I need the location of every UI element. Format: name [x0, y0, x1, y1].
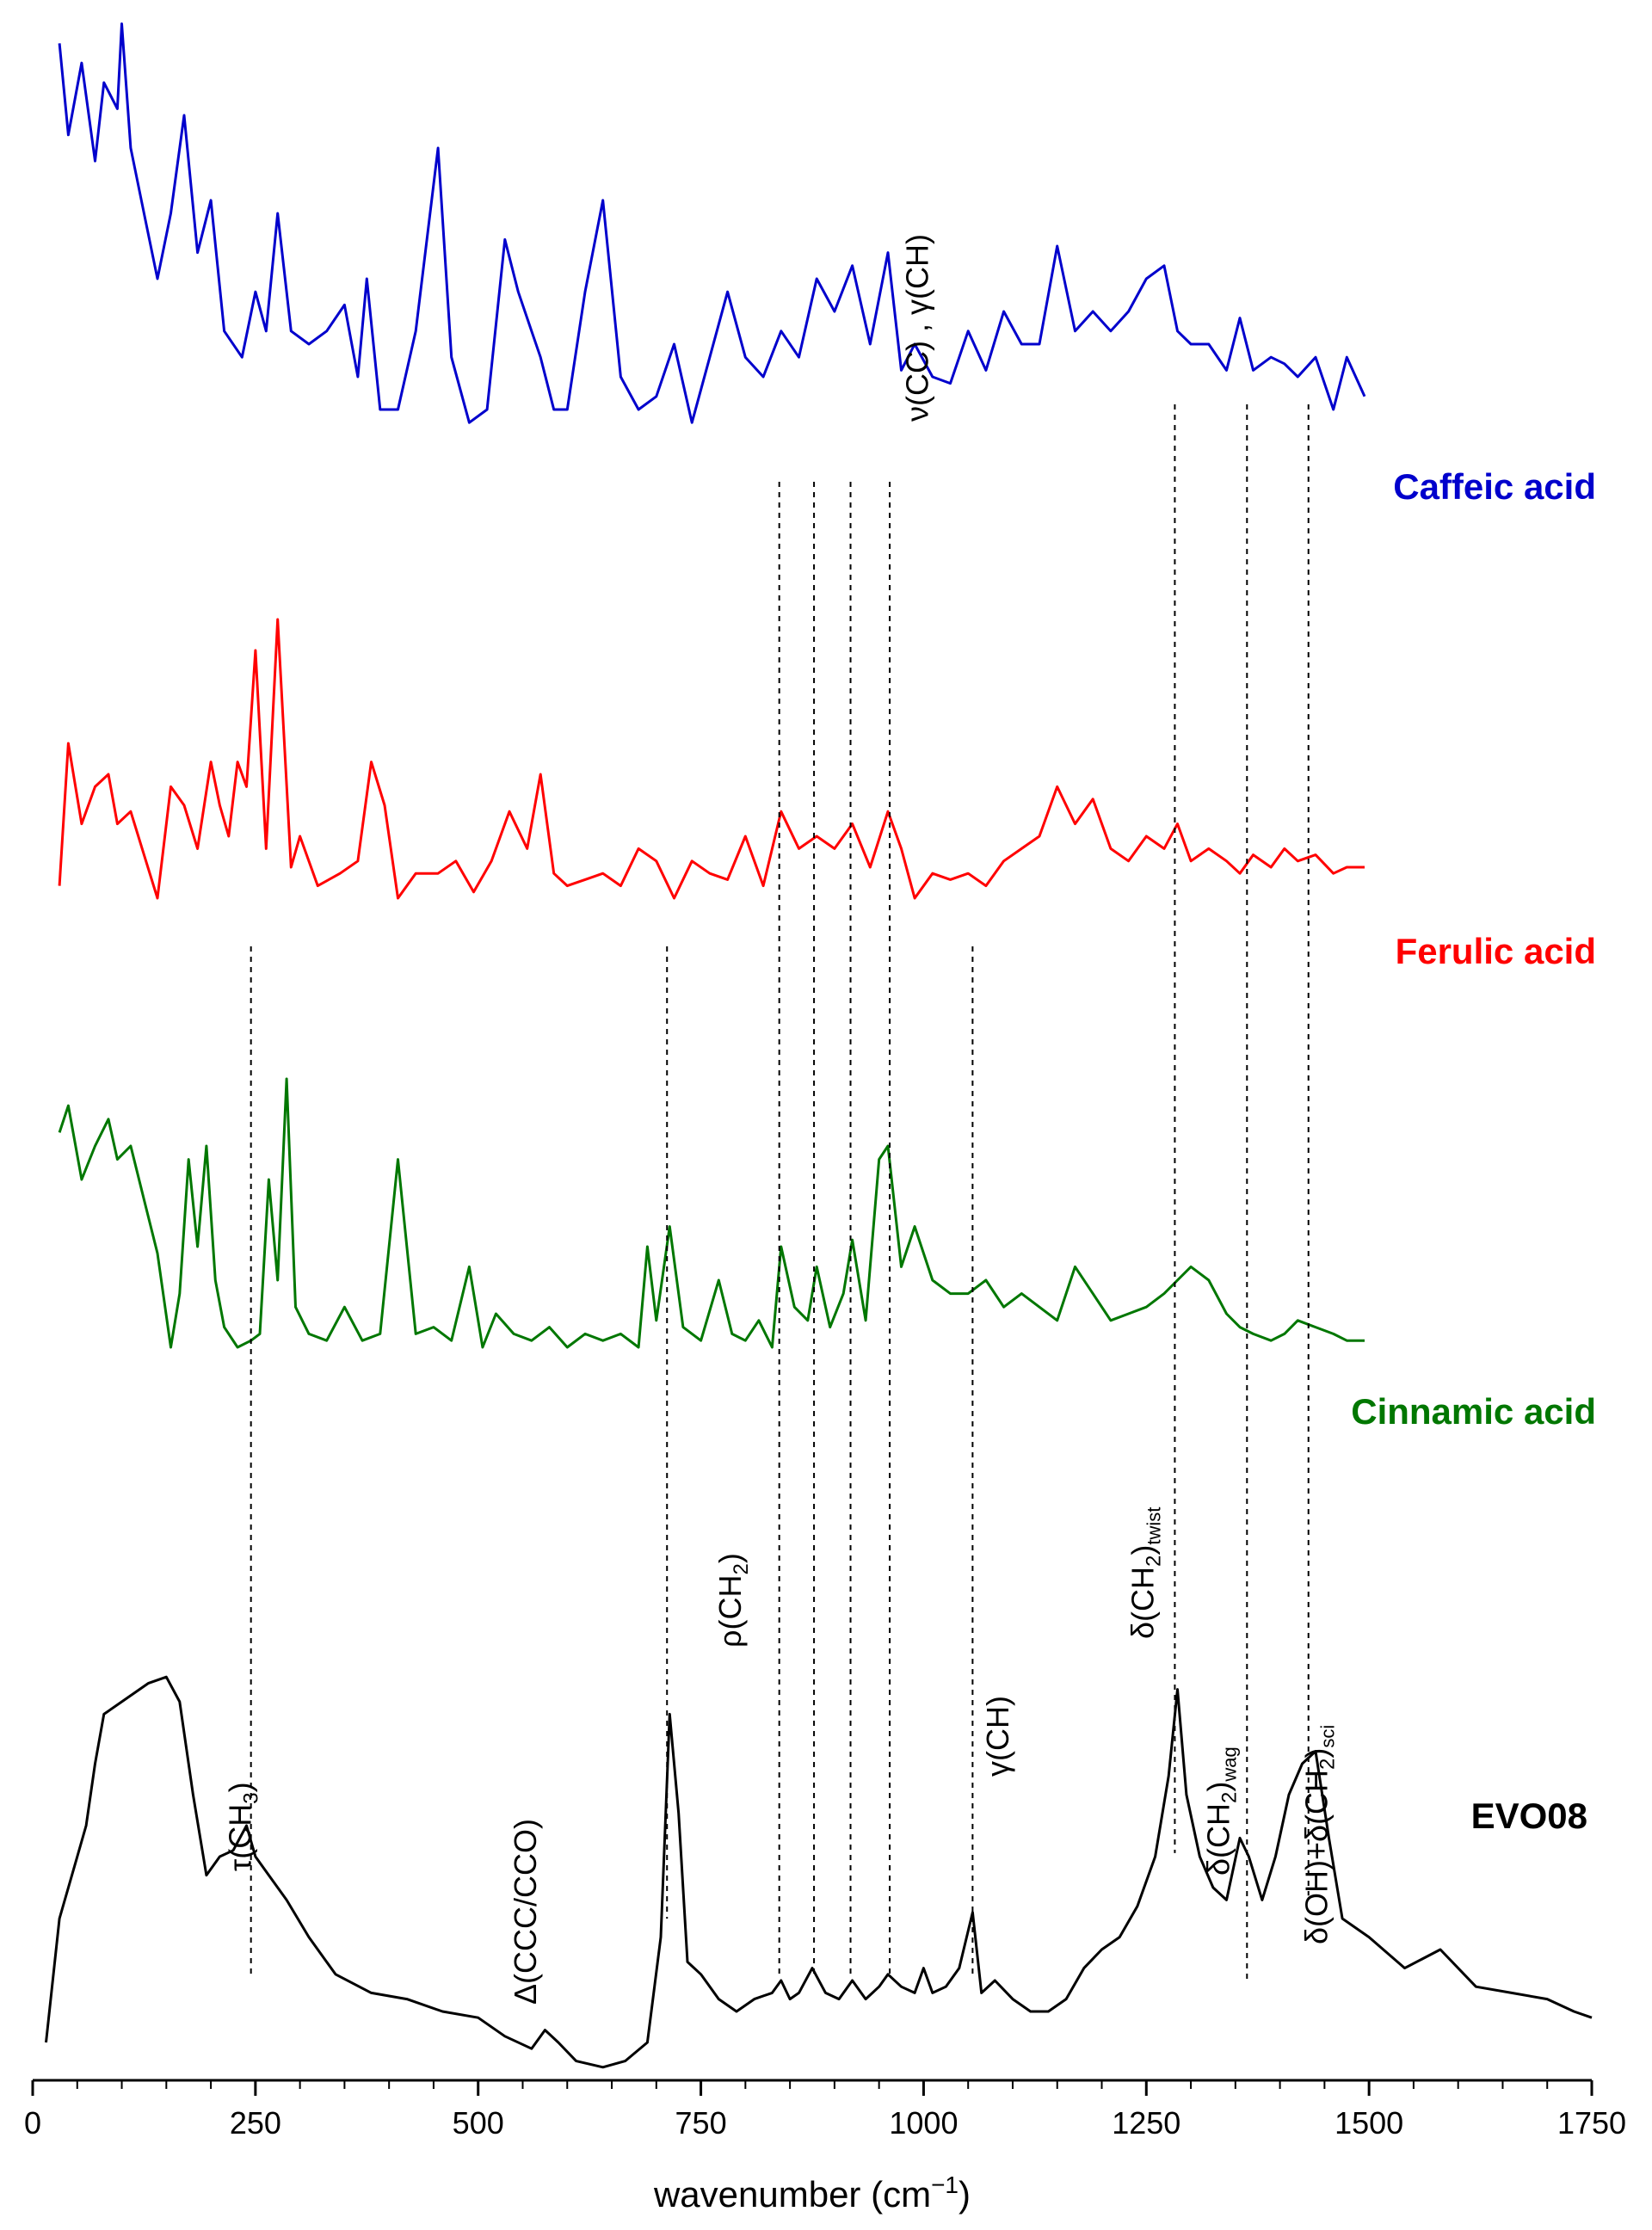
x-axis: 0 250 500 750 1000 1250 1500 1750	[24, 2079, 1626, 2141]
series-label-ferulic-acid: Ferulic acid	[1396, 931, 1596, 971]
x-tick-label: 1500	[1335, 2105, 1403, 2141]
series-label-evo08: EVO08	[1471, 1796, 1587, 1836]
spectra-traces	[45, 22, 1593, 2069]
series-line-ferulic-acid	[58, 618, 1365, 900]
x-tick-label: 1000	[889, 2105, 958, 2141]
series-label-caffeic-acid: Caffeic acid	[1393, 466, 1596, 507]
annotation-tau-ch3: τ(CH3)	[223, 1782, 263, 1871]
series-line-evo08	[45, 1675, 1593, 2069]
series-line-caffeic-acid	[58, 22, 1366, 424]
x-axis-ticks: 0 250 500 750 1000 1250 1500 1750	[24, 2080, 1626, 2141]
x-tick-label: 1250	[1112, 2105, 1180, 2141]
annotation-delta-ccc-cco: Δ(CCC/CCO)	[508, 1819, 543, 2005]
series-line-cinnamic-acid	[58, 1077, 1365, 1349]
x-tick-label: 500	[453, 2105, 504, 2141]
annotation-nu-cc-gamma-ch: ν(CC) , γ(CH)	[900, 234, 935, 422]
x-tick-label: 1750	[1557, 2105, 1626, 2141]
annotation-delta-ch2-wag: δ(CH2)wag	[1201, 1746, 1242, 1876]
series-labels: Caffeic acid Ferulic acid Cinnamic acid EVO…	[1351, 466, 1596, 1836]
x-tick-label: 750	[675, 2105, 727, 2141]
annotation-delta-oh-delta-ch2-sci: δ(OH)+δ(CH2)sci	[1298, 1725, 1339, 1944]
x-tick-label: 250	[230, 2105, 281, 2141]
annotation-delta-ch2-twist: δ(CH2)twist	[1125, 1507, 1166, 1639]
x-axis-label: wavenumber (cm−1)	[653, 2171, 971, 2215]
band-guide-lines	[250, 404, 1310, 1979]
annotation-gamma-ch: γ(CH)	[980, 1696, 1015, 1777]
series-label-cinnamic-acid: Cinnamic acid	[1351, 1391, 1596, 1432]
x-tick-label: 0	[24, 2105, 41, 2141]
band-annotations: τ(CH3) Δ(CCC/CCO) ρ(CH2) ν(CC) , γ(CH) γ(CH)…	[223, 234, 1340, 2005]
annotation-rho-ch2: ρ(CH2)	[712, 1553, 753, 1648]
